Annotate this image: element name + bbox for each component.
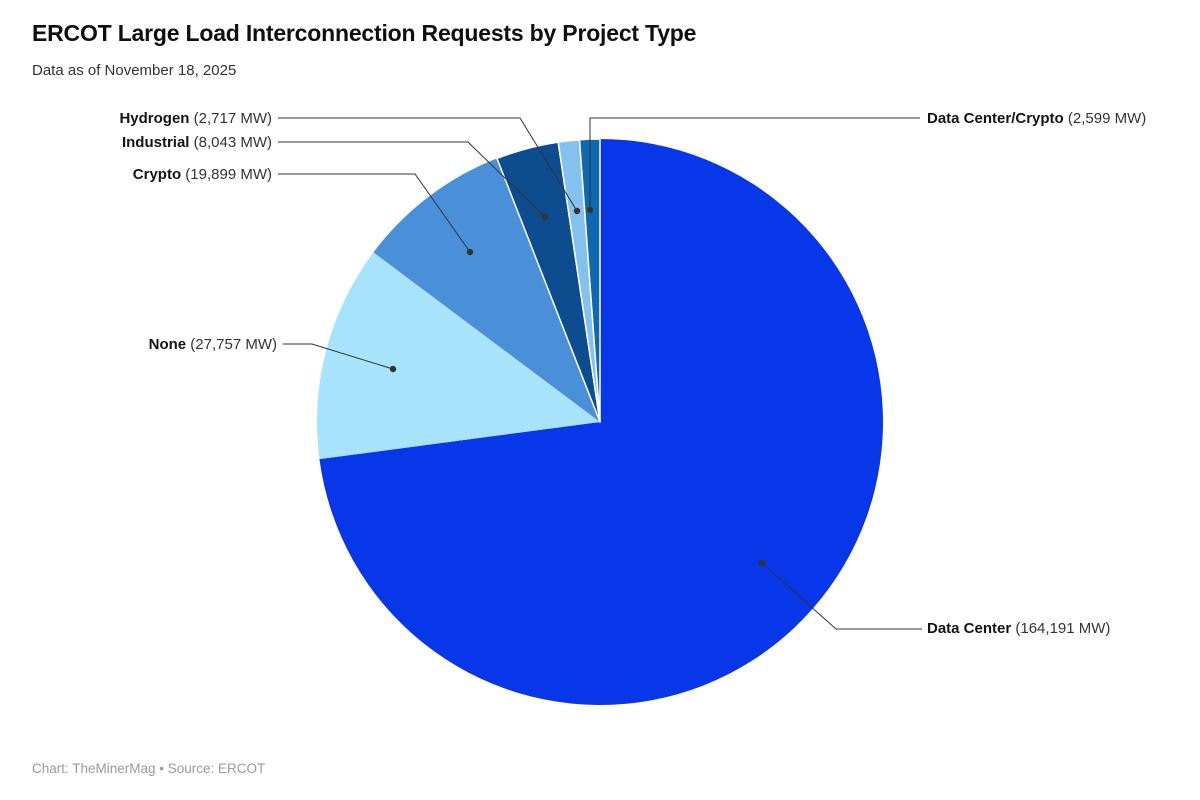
leader-dot-hydrogen [573, 207, 581, 215]
leader-line-none [283, 343, 394, 370]
slice-label-data-center-name: Data Center [927, 620, 1012, 637]
leader-dot-data-center-crypto [586, 206, 594, 214]
slice-label-hydrogen-value: (2,717 MW) [193, 110, 272, 127]
slice-label-crypto: Crypto (19,899 MW) [133, 166, 272, 184]
pie-slice-data-center[interactable] [319, 139, 883, 705]
slice-label-none-value: (27,757 MW) [190, 336, 277, 353]
leader-dot-crypto [466, 248, 474, 256]
chart-subtitle: Data as of November 18, 2025 [32, 62, 237, 79]
slice-label-hydrogen-name: Hydrogen [119, 110, 190, 127]
slice-label-data-center-crypto-name: Data Center/Crypto [927, 110, 1064, 127]
chart-credit: Chart: TheMinerMag • Source: ERCOT [32, 761, 266, 776]
slice-label-crypto-name: Crypto [132, 166, 182, 183]
leader-line-data-center-crypto [589, 117, 920, 210]
leader-line-crypto [278, 173, 471, 253]
chart-title: ERCOT Large Load Interconnection Request… [32, 20, 697, 46]
slice-label-data-center-crypto-value: (2,599 MW) [1067, 110, 1147, 127]
slice-label-industrial: Industrial (8,043 MW) [122, 134, 272, 152]
slice-label-data-center-value: (164,191 MW) [1015, 620, 1111, 637]
leader-line-data-center [761, 562, 922, 630]
slice-label-crypto-value: (19,899 MW) [185, 166, 272, 183]
slice-label-industrial-name: Industrial [121, 134, 190, 151]
slice-label-data-center-crypto: Data Center/Crypto (2,599 MW) [927, 110, 1146, 128]
leader-dot-none [389, 365, 397, 373]
leader-dot-industrial [541, 213, 549, 221]
slice-label-hydrogen: Hydrogen (2,717 MW) [119, 110, 272, 128]
slice-label-industrial-value: (8,043 MW) [193, 134, 272, 151]
pie-slice-none[interactable] [316, 252, 600, 460]
slice-label-data-center: Data Center (164,191 MW) [927, 620, 1110, 638]
slice-label-none: None (27,757 MW) [149, 336, 277, 354]
slice-label-none-name: None [148, 336, 187, 353]
leader-line-industrial [278, 141, 546, 218]
pie-slice-crypto[interactable] [373, 158, 601, 422]
leader-line-hydrogen [278, 117, 578, 212]
leader-dot-data-center [758, 559, 766, 567]
